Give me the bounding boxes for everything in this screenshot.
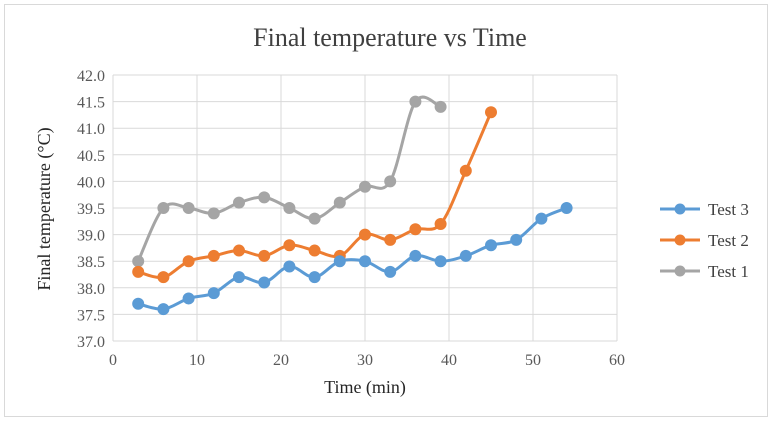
data-point-test-3	[132, 297, 145, 310]
x-tick-label: 30	[357, 352, 373, 369]
legend-label-test-1: Test 1	[708, 262, 749, 281]
data-point-test-3	[459, 249, 472, 262]
data-point-test-1	[359, 180, 371, 193]
y-axis-label: Final temperature (°C)	[34, 127, 55, 290]
x-tick-label: 40	[441, 352, 457, 369]
data-point-test-3	[409, 249, 422, 262]
y-tick-label: 38.5	[77, 254, 105, 271]
y-tick-label: 41.0	[77, 121, 105, 138]
data-point-test-3	[182, 292, 195, 305]
y-tick-label: 41.5	[77, 95, 105, 112]
data-point-test-2	[283, 239, 296, 252]
data-point-test-2	[308, 244, 321, 257]
data-point-test-2	[182, 255, 195, 268]
chart-border	[4, 4, 768, 417]
data-point-test-1	[132, 255, 145, 268]
legend-item-test-2: Test 2	[660, 231, 749, 250]
legend-item-test-1: Test 1	[660, 262, 749, 281]
data-point-test-2	[207, 249, 220, 262]
data-point-test-3	[535, 212, 548, 225]
legend-label-test-2: Test 2	[708, 231, 749, 250]
x-tick-label: 60	[609, 352, 625, 369]
data-point-test-3	[560, 202, 573, 214]
y-tick-label: 39.0	[77, 228, 105, 245]
data-point-test-2	[233, 244, 245, 257]
data-point-test-1	[409, 95, 422, 108]
y-tick-label: 40.5	[77, 148, 105, 165]
data-point-test-2	[258, 249, 271, 262]
data-point-test-1	[233, 196, 245, 209]
data-point-test-1	[434, 100, 447, 113]
data-point-test-3	[283, 260, 296, 273]
data-point-test-1	[283, 202, 296, 214]
data-point-test-3	[308, 271, 321, 284]
data-point-test-3	[157, 303, 170, 316]
legend-marker-test-3	[674, 203, 686, 215]
data-point-test-1	[182, 202, 195, 214]
data-point-test-2	[409, 223, 422, 236]
legend-item-test-3: Test 3	[660, 200, 749, 219]
data-point-test-3	[485, 239, 497, 252]
data-point-test-2	[132, 265, 145, 278]
axes: 0 10 20 30 40 50 60 37.0 37.5 38.0 38.5 39.0 39.5 40.…	[77, 68, 625, 369]
y-tick-label: 37.0	[77, 334, 105, 351]
data-point-test-1	[384, 175, 397, 188]
data-point-test-1	[207, 207, 220, 220]
y-tick-label: 38.0	[77, 281, 105, 298]
data-point-test-2	[459, 164, 472, 177]
legend: Test 3 Test 2 Test 1	[660, 200, 749, 281]
data-point-test-3	[434, 255, 447, 268]
data-point-test-2	[384, 233, 397, 246]
data-point-test-3	[258, 276, 271, 289]
series-test-1	[132, 95, 447, 268]
x-tick-label: 20	[273, 352, 289, 369]
x-axis-label: Time (min)	[324, 377, 406, 398]
data-point-test-2	[485, 106, 497, 119]
data-point-test-2	[434, 217, 447, 230]
legend-label-test-3: Test 3	[708, 200, 749, 219]
y-tick-label: 40.0	[77, 174, 105, 191]
data-point-test-3	[333, 255, 346, 268]
data-point-test-1	[333, 196, 346, 209]
data-point-test-1	[308, 212, 321, 225]
data-point-test-1	[157, 202, 170, 214]
data-point-test-3	[207, 287, 220, 300]
series-layer	[132, 95, 573, 316]
data-point-test-2	[359, 228, 371, 241]
data-point-test-3	[359, 255, 371, 268]
data-point-test-3	[233, 271, 245, 284]
y-tick-label: 42.0	[77, 68, 105, 85]
data-point-test-2	[157, 271, 170, 284]
y-tick-label: 37.5	[77, 307, 105, 324]
legend-marker-test-1	[674, 265, 686, 277]
legend-marker-test-2	[674, 234, 686, 246]
data-point-test-3	[384, 265, 397, 278]
chart-title: Final temperature vs Time	[253, 23, 527, 52]
series-test-2	[132, 106, 497, 284]
x-tick-label: 50	[525, 352, 541, 369]
x-tick-label: 10	[189, 352, 205, 369]
x-tick-label: 0	[109, 352, 117, 369]
series-test-3	[132, 202, 573, 316]
data-point-test-1	[258, 191, 271, 204]
y-tick-label: 39.5	[77, 201, 105, 218]
data-point-test-3	[510, 233, 523, 246]
